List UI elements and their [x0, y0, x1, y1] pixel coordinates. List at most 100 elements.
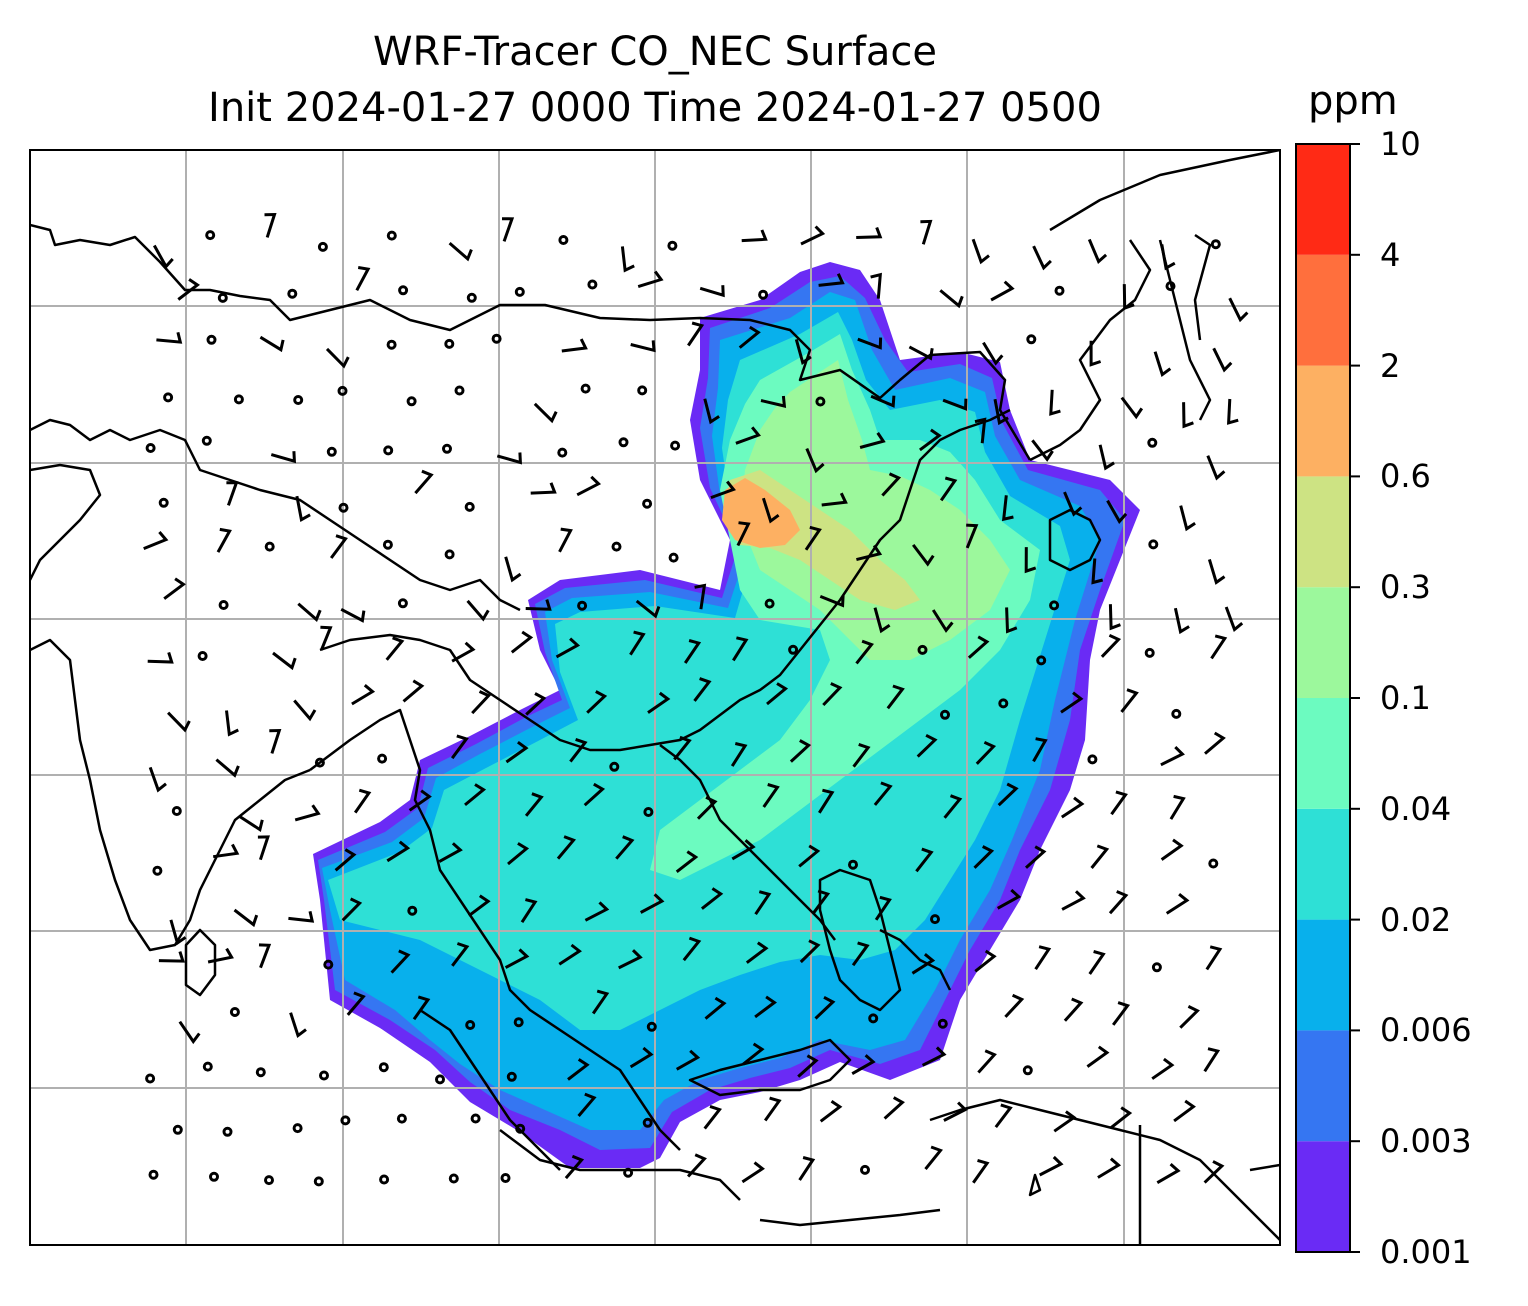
calm-wind-marker: [396, 1113, 407, 1124]
wind-barb: [915, 847, 934, 873]
calm-wind-marker: [383, 445, 394, 456]
wind-barb: [1203, 1160, 1225, 1184]
calm-wind-marker: [317, 241, 328, 252]
wind-barb: [334, 848, 357, 872]
wind-barb: [569, 737, 588, 763]
colorbar-tick-label: 10: [1380, 125, 1421, 163]
wind-barb: [353, 788, 372, 814]
wind-barb: [1210, 634, 1228, 660]
wind-barb: [1087, 238, 1108, 265]
wind-barb: [919, 428, 942, 452]
wind-barb: [819, 1099, 843, 1123]
colorbar-segment: [1296, 698, 1350, 809]
wind-barb: [675, 850, 699, 873]
calm-wind-marker: [326, 446, 337, 457]
wind-barb: [555, 637, 581, 659]
wind-barb: [1224, 606, 1244, 632]
wind-barb: [804, 525, 822, 551]
wind-barb: [730, 742, 748, 767]
calm-wind-marker: [379, 1174, 390, 1185]
wind-barb: [996, 888, 1022, 910]
wind-barb: [741, 229, 768, 243]
calm-wind-marker: [145, 1073, 156, 1084]
wind-barb: [736, 521, 751, 547]
wind-barb: [1156, 1162, 1181, 1184]
wind-barb: [965, 523, 979, 549]
calm-wind-marker: [287, 288, 298, 299]
wind-barb: [738, 325, 761, 349]
calm-wind-marker: [148, 1169, 159, 1180]
wind-barb: [1053, 1110, 1077, 1133]
wind-barb: [821, 492, 848, 507]
wind-barb: [1098, 444, 1115, 471]
wind-barb: [921, 1046, 947, 1067]
wind-barb: [812, 889, 831, 915]
colorbar-segment: [1296, 808, 1350, 920]
calm-wind-marker: [758, 289, 769, 300]
wind-barb: [639, 893, 665, 914]
calm-wind-marker: [171, 806, 182, 816]
wind-barb: [939, 476, 958, 502]
wind-barb: [1151, 1057, 1175, 1080]
wind-barb: [732, 636, 749, 662]
wind-barb: [270, 451, 297, 464]
wind-barb: [1179, 505, 1196, 532]
wind-barb: [1228, 297, 1249, 323]
wind-barb: [687, 321, 705, 347]
wind-barb: [1060, 796, 1085, 819]
wind-barb: [1109, 1106, 1133, 1130]
wind-barb: [908, 345, 934, 361]
wind-barb: [1049, 389, 1061, 416]
colorbar-tick-label: 0.3: [1380, 568, 1431, 607]
wind-barb: [1182, 402, 1194, 429]
calm-wind-marker: [848, 859, 858, 870]
wind-barb: [703, 1104, 722, 1130]
wind-barb: [558, 527, 573, 553]
wind-barb: [1034, 945, 1052, 971]
calm-wind-marker: [788, 644, 799, 655]
calm-wind-marker: [202, 1061, 213, 1072]
wind-barb: [762, 783, 780, 808]
wind-barbs: [143, 212, 1249, 1187]
calm-wind-marker: [1022, 1065, 1033, 1076]
wind-barb: [448, 241, 473, 262]
wind-barb: [466, 599, 490, 622]
calm-wind-marker: [444, 338, 455, 349]
wind-barb: [818, 788, 835, 814]
calm-wind-marker: [1049, 600, 1060, 611]
wind-barb: [288, 910, 315, 923]
wind-barb: [742, 1042, 765, 1066]
calm-wind-marker: [618, 437, 629, 448]
wind-barb: [258, 943, 272, 969]
wind-barb: [1005, 607, 1018, 634]
wind-barb: [911, 953, 936, 975]
wind-barb: [789, 739, 812, 763]
wind-barb: [212, 843, 240, 859]
colorbar-segment: [1296, 365, 1350, 477]
calm-wind-marker: [218, 600, 229, 610]
wind-barb: [794, 339, 812, 366]
wind-barb: [207, 947, 234, 964]
wind-barb: [886, 684, 905, 710]
wind-barb: [408, 789, 432, 812]
calm-wind-marker: [397, 598, 408, 609]
wind-barb: [675, 1049, 701, 1071]
colorbar-tick-label: 0.001: [1380, 1233, 1472, 1271]
calm-wind-marker: [667, 240, 678, 251]
wind-barb: [993, 398, 1009, 426]
calm-wind-marker: [205, 230, 216, 241]
calm-wind-marker: [314, 757, 325, 768]
wind-barb: [1001, 495, 1014, 522]
calm-wind-marker: [435, 1074, 445, 1085]
calm-wind-marker: [233, 394, 244, 405]
colorbar-tick-label: 0.003: [1380, 1122, 1472, 1161]
wind-barb: [148, 766, 167, 793]
calm-wind-marker: [1148, 539, 1159, 550]
wind-barb: [1169, 794, 1186, 820]
wind-barb: [1207, 558, 1226, 585]
wind-barb: [761, 497, 780, 524]
wind-barb: [859, 432, 886, 449]
wind-barb: [438, 842, 463, 863]
calm-wind-marker: [470, 1113, 481, 1124]
wind-barb: [178, 1020, 201, 1045]
